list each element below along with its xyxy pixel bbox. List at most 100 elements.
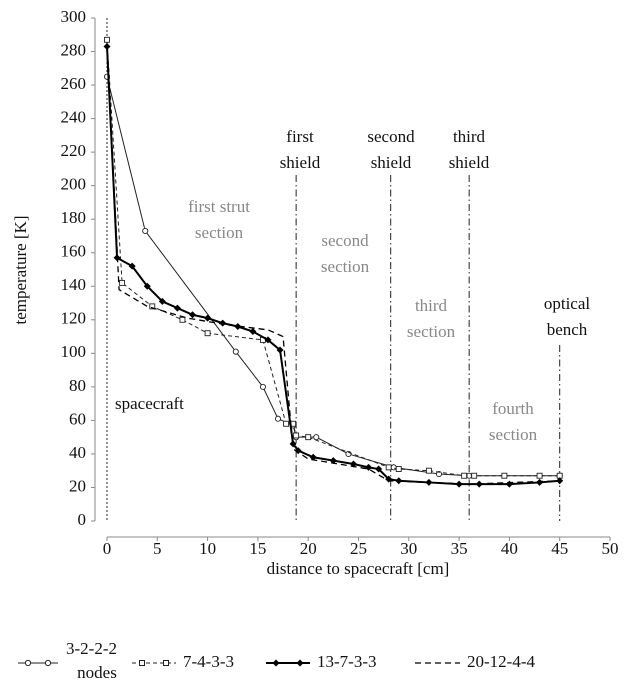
legend-marker (139, 660, 145, 666)
legend-marker (24, 659, 32, 667)
annotation: second (321, 231, 369, 250)
point (305, 434, 312, 441)
marker (274, 415, 282, 422)
point (390, 464, 397, 471)
y-tick-label: 40 (69, 443, 86, 462)
annotation: third (415, 296, 448, 315)
y-tick-label: 60 (69, 409, 86, 428)
marker (232, 348, 239, 355)
marker (158, 297, 166, 305)
marker (425, 467, 432, 474)
marker (264, 336, 272, 344)
x-tick-label: 5 (153, 539, 162, 558)
marker (365, 463, 373, 471)
y-tick-label: 160 (61, 242, 87, 261)
point (461, 472, 468, 479)
marker (461, 472, 468, 479)
point (128, 262, 136, 270)
annotation: shield (371, 153, 412, 172)
y-axis-title: temperature [K] (11, 215, 30, 324)
point (293, 432, 300, 439)
x-tick-label: 30 (400, 539, 417, 558)
y-tick-label: 0 (78, 510, 87, 529)
y-tick-label: 280 (61, 40, 87, 59)
x-tick-label: 50 (602, 539, 619, 558)
annotation: first (286, 127, 314, 146)
y-tick-label: 240 (61, 108, 87, 127)
point (505, 480, 513, 488)
point (143, 282, 151, 290)
point (536, 478, 544, 486)
marker (536, 478, 544, 486)
marker (293, 432, 300, 439)
marker (259, 383, 266, 390)
annotation: shield (449, 153, 490, 172)
marker (173, 304, 181, 312)
annotation: third (453, 127, 486, 146)
annotation: second (367, 127, 415, 146)
point (259, 383, 266, 390)
point (276, 346, 284, 354)
legend-marker (272, 659, 280, 667)
x-tick-label: 15 (249, 539, 266, 558)
y-tick-label: 220 (61, 141, 87, 160)
point (274, 415, 282, 422)
series-line (106, 39, 560, 477)
point (158, 297, 166, 305)
point (119, 279, 126, 286)
marker (204, 330, 211, 337)
y-tick-label: 180 (61, 208, 87, 227)
legend-marker (44, 659, 52, 667)
point (104, 36, 110, 43)
legend-marker (163, 660, 169, 666)
point (204, 330, 211, 337)
point (189, 311, 197, 319)
point (425, 467, 432, 474)
marker (375, 465, 383, 473)
point (232, 348, 239, 355)
y-tick-label: 300 (61, 7, 87, 26)
x-tick-label: 40 (501, 539, 518, 558)
point (142, 227, 149, 234)
x-tick-label: 35 (451, 539, 468, 558)
marker (142, 227, 149, 234)
point (179, 316, 186, 323)
legend-label: 3-2-2-2 (66, 639, 117, 658)
marker (149, 303, 156, 310)
marker (143, 282, 151, 290)
point (234, 323, 242, 331)
y-tick-label: 120 (61, 309, 87, 328)
point (395, 466, 402, 472)
point (249, 328, 257, 336)
y-tick-label: 20 (69, 476, 86, 495)
series-line (106, 46, 560, 486)
marker (179, 316, 186, 323)
point (385, 464, 392, 471)
annotation: spacecraft (115, 394, 184, 413)
marker (305, 434, 312, 441)
point (471, 472, 478, 479)
legend-label: 13-7-3-3 (317, 652, 376, 671)
x-tick-label: 25 (350, 539, 367, 558)
y-tick-label: 100 (61, 342, 87, 361)
point (294, 447, 302, 455)
point (375, 465, 383, 473)
marker (471, 472, 478, 479)
annotation: bench (547, 320, 588, 339)
series-line (106, 46, 560, 485)
annotation: first strut (188, 197, 250, 216)
legend-note: nodes (77, 663, 117, 682)
marker (313, 434, 320, 441)
y-tick-label: 200 (61, 175, 87, 194)
marker (234, 323, 242, 331)
point (149, 303, 156, 310)
point (173, 304, 181, 312)
point (536, 472, 543, 479)
marker (119, 279, 126, 286)
marker (505, 480, 513, 488)
marker (276, 346, 284, 354)
point (435, 471, 443, 478)
point (313, 434, 320, 441)
marker (128, 262, 136, 270)
